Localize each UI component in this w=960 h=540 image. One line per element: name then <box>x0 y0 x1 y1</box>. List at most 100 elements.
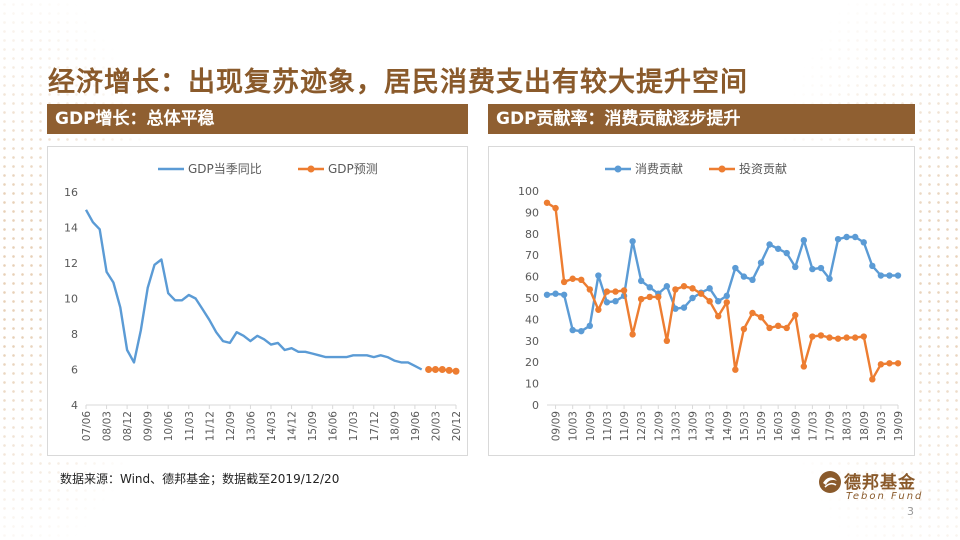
x-tick-label: 17/09 <box>825 411 837 441</box>
x-tick-label: 14/03 <box>266 411 278 441</box>
y-tick-label: 10 <box>64 293 78 306</box>
y-tick-label: 100 <box>518 185 539 198</box>
y-tick-label: 60 <box>525 271 539 284</box>
x-tick-label: 19/06 <box>410 411 422 442</box>
x-tick-label: 11/12 <box>204 411 216 441</box>
data-point <box>438 366 446 373</box>
data-point <box>834 335 842 342</box>
data-point <box>886 272 893 279</box>
y-tick-label: 0 <box>532 399 539 412</box>
data-point <box>715 312 722 320</box>
data-point <box>877 361 885 368</box>
data-point <box>869 376 876 383</box>
data-point <box>843 233 850 241</box>
data-point <box>655 293 662 301</box>
data-point <box>603 299 611 306</box>
data-point <box>894 272 902 279</box>
x-tick-label: 08/12 <box>122 411 134 441</box>
data-point <box>749 309 756 317</box>
data-point <box>851 233 859 241</box>
x-tick-label: 10/09 <box>585 411 597 441</box>
y-tick-label: 14 <box>64 222 78 235</box>
data-point <box>757 259 765 266</box>
x-tick-label: 19/03 <box>876 411 888 441</box>
data-point <box>663 283 671 290</box>
x-tick-label: 20/12 <box>451 411 463 441</box>
data-point <box>860 333 867 340</box>
x-tick-label: 11/03 <box>602 411 614 441</box>
y-tick-label: 10 <box>525 378 539 391</box>
legend-marker <box>614 165 622 173</box>
data-source-footnote: 数据来源：Wind、德邦基金；数据截至2019/12/20 <box>60 472 340 486</box>
x-tick-label: 17/12 <box>369 411 381 441</box>
data-point <box>792 263 799 271</box>
data-point <box>680 283 688 290</box>
x-tick-label: 13/09 <box>688 411 700 441</box>
y-tick-label: 30 <box>525 335 539 348</box>
y-tick-label: 40 <box>525 313 539 326</box>
gdp-contribution-chart-panel: 0 10 20 30 40 50 60 70 80 90 100 09/09 10/03 10/09 11/… <box>488 146 915 456</box>
data-point <box>552 290 559 297</box>
data-point <box>569 326 576 334</box>
y-tick-label: 12 <box>64 257 78 270</box>
x-tick-label: 17/03 <box>348 411 360 441</box>
data-point <box>612 298 619 305</box>
x-tick-label: 20/03 <box>430 411 442 441</box>
y-tick-label: 70 <box>525 249 539 262</box>
gdp-growth-chart-panel: 4 6 8 10 12 14 16 07/06 08/03 08/12 09/09 10/06 11/0… <box>47 146 468 456</box>
data-point <box>826 334 833 341</box>
y-tick-label: 4 <box>71 399 78 412</box>
data-point <box>646 284 653 291</box>
data-point <box>595 272 602 279</box>
gdp-contribution-chart: 0 10 20 30 40 50 60 70 80 90 100 09/09 10/03 10/09 11/… <box>518 161 905 441</box>
x-tick-label: 18/09 <box>859 411 871 441</box>
legend-marker <box>718 165 726 173</box>
x-tick-label: 10/03 <box>568 411 580 441</box>
x-tick-label: 12/03 <box>636 411 648 441</box>
data-point <box>543 291 551 298</box>
data-point <box>452 367 460 375</box>
data-point <box>629 238 636 245</box>
x-tick-label: 08/03 <box>102 411 114 441</box>
data-point <box>851 334 859 341</box>
x-tick-label: 11/09 <box>619 411 631 441</box>
x-tick-label: 18/03 <box>842 411 854 441</box>
data-point <box>800 363 808 370</box>
x-tick-label: 12/09 <box>225 411 237 441</box>
y-tick-label: 8 <box>71 328 78 341</box>
data-point <box>646 293 653 301</box>
series-line-2 <box>546 201 898 381</box>
x-tick-label: 07/06 <box>81 411 93 442</box>
x-tick-label: 16/06 <box>328 411 340 442</box>
y-tick-label: 6 <box>71 364 78 377</box>
data-point <box>740 325 748 333</box>
logo-text-en: Tebon Fund <box>846 491 924 502</box>
data-point <box>689 285 696 292</box>
data-point <box>425 366 433 373</box>
data-point <box>689 294 696 302</box>
left-section-header: GDP增长：总体平稳 <box>47 104 468 134</box>
data-point <box>826 275 833 282</box>
x-tick-label: 12/09 <box>653 411 665 441</box>
data-point <box>783 324 790 332</box>
data-point <box>595 306 602 313</box>
data-point <box>792 311 799 319</box>
data-point <box>663 337 671 344</box>
x-tick-label: 09/09 <box>551 411 563 441</box>
series-line-1 <box>546 235 898 333</box>
data-point <box>749 276 756 284</box>
data-point <box>723 292 730 300</box>
x-tick-label: 11/03 <box>184 411 196 441</box>
data-point <box>757 314 765 321</box>
data-point <box>672 305 679 312</box>
legend-marker <box>307 165 315 173</box>
data-point <box>578 327 585 335</box>
x-tick-label: 18/09 <box>389 411 401 441</box>
data-point <box>732 366 739 373</box>
data-point <box>560 278 568 286</box>
x-tick-label: 14/12 <box>287 411 299 441</box>
data-point <box>552 204 559 212</box>
data-point <box>766 324 773 332</box>
data-point <box>672 286 679 293</box>
data-point <box>612 288 619 295</box>
